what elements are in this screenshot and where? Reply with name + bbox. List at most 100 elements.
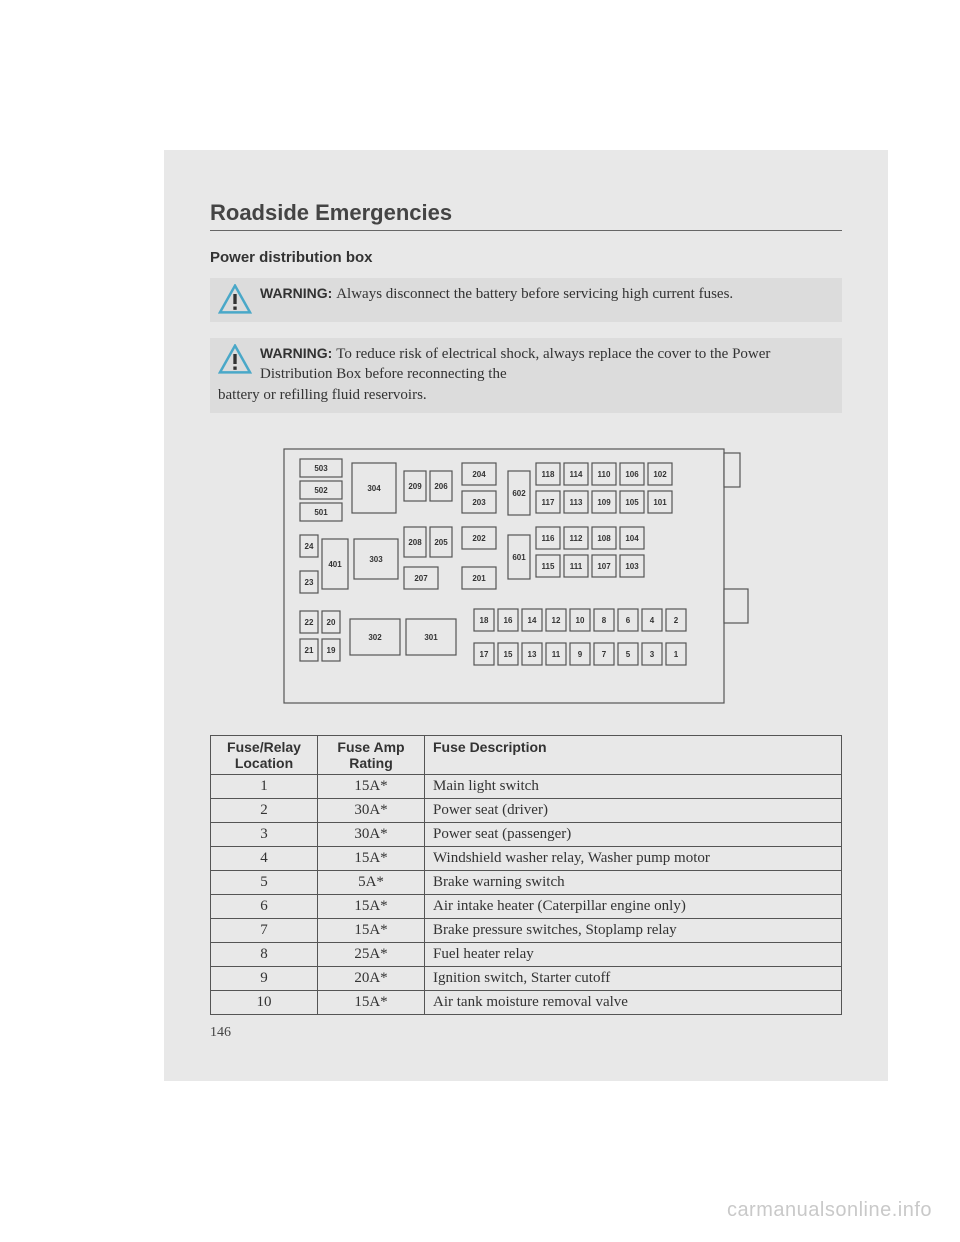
svg-text:17: 17: [480, 650, 489, 659]
svg-text:102: 102: [653, 470, 667, 479]
table-cell: Air tank moisture removal valve: [425, 990, 842, 1014]
svg-text:14: 14: [528, 616, 537, 625]
svg-text:109: 109: [597, 498, 611, 507]
svg-text:304: 304: [367, 484, 381, 493]
svg-text:113: 113: [570, 498, 583, 507]
table-cell: 30A*: [318, 798, 425, 822]
fuse-diagram: 5035025013042092062042032082052022072012…: [276, 441, 776, 711]
table-header-cell: Fuse AmpRating: [318, 735, 425, 774]
table-cell: Fuel heater relay: [425, 942, 842, 966]
table-cell: 10: [211, 990, 318, 1014]
table-row: 825A*Fuel heater relay: [211, 942, 842, 966]
table-cell: 8: [211, 942, 318, 966]
svg-text:7: 7: [602, 650, 607, 659]
warning-icon: [218, 284, 252, 314]
svg-text:209: 209: [408, 482, 422, 491]
svg-text:401: 401: [328, 560, 342, 569]
svg-text:2: 2: [674, 616, 679, 625]
svg-text:5: 5: [626, 650, 631, 659]
svg-text:117: 117: [542, 498, 555, 507]
svg-text:6: 6: [626, 616, 631, 625]
warning-text-continued: battery or refilling fluid reservoirs.: [218, 385, 834, 405]
svg-text:118: 118: [542, 470, 555, 479]
table-cell: 15A*: [318, 846, 425, 870]
svg-text:24: 24: [305, 542, 314, 551]
svg-text:105: 105: [625, 498, 639, 507]
svg-text:204: 204: [472, 470, 486, 479]
table-body: 115A*Main light switch230A*Power seat (d…: [211, 774, 842, 1014]
table-cell: 5: [211, 870, 318, 894]
table-cell: Power seat (driver): [425, 798, 842, 822]
manual-page: Roadside Emergencies Power distribution …: [164, 150, 888, 1081]
table-row: 330A*Power seat (passenger): [211, 822, 842, 846]
svg-text:3: 3: [650, 650, 655, 659]
warning-box: WARNING: Always disconnect the battery b…: [210, 278, 842, 322]
svg-text:302: 302: [368, 633, 382, 642]
table-cell: 1: [211, 774, 318, 798]
svg-text:15: 15: [504, 650, 513, 659]
table-cell: 4: [211, 846, 318, 870]
svg-text:110: 110: [598, 470, 611, 479]
svg-text:10: 10: [576, 616, 585, 625]
svg-text:18: 18: [480, 616, 489, 625]
svg-text:20: 20: [327, 618, 336, 627]
svg-text:101: 101: [653, 498, 667, 507]
table-row: 615A*Air intake heater (Caterpillar engi…: [211, 894, 842, 918]
svg-text:111: 111: [570, 562, 583, 571]
warning-icon: [218, 344, 252, 374]
fuse-table: Fuse/RelayLocationFuse AmpRatingFuse Des…: [210, 735, 842, 1015]
svg-text:23: 23: [305, 578, 314, 587]
watermark: carmanualsonline.info: [727, 1199, 932, 1222]
page-number: 146: [210, 1025, 842, 1041]
table-cell: 15A*: [318, 774, 425, 798]
table-row: 115A*Main light switch: [211, 774, 842, 798]
svg-text:303: 303: [369, 555, 383, 564]
svg-text:203: 203: [472, 498, 486, 507]
svg-text:205: 205: [434, 538, 448, 547]
warnings-container: WARNING: Always disconnect the battery b…: [210, 278, 842, 413]
svg-text:108: 108: [597, 534, 611, 543]
svg-text:9: 9: [578, 650, 583, 659]
svg-text:21: 21: [305, 646, 314, 655]
table-cell: Brake warning switch: [425, 870, 842, 894]
table-header-cell: Fuse/RelayLocation: [211, 735, 318, 774]
svg-text:107: 107: [597, 562, 611, 571]
table-cell: 20A*: [318, 966, 425, 990]
table-row: 1015A*Air tank moisture removal valve: [211, 990, 842, 1014]
svg-text:19: 19: [327, 646, 336, 655]
sub-heading: Power distribution box: [210, 249, 842, 266]
table-cell: Power seat (passenger): [425, 822, 842, 846]
table-row: 55A*Brake warning switch: [211, 870, 842, 894]
svg-text:601: 601: [512, 553, 526, 562]
svg-text:11: 11: [552, 650, 561, 659]
table-cell: Air intake heater (Caterpillar engine on…: [425, 894, 842, 918]
svg-text:112: 112: [570, 534, 583, 543]
table-cell: Brake pressure switches, Stoplamp relay: [425, 918, 842, 942]
table-row: 230A*Power seat (driver): [211, 798, 842, 822]
table-cell: 7: [211, 918, 318, 942]
table-header-row: Fuse/RelayLocationFuse AmpRatingFuse Des…: [211, 735, 842, 774]
svg-text:114: 114: [570, 470, 583, 479]
svg-text:16: 16: [504, 616, 513, 625]
svg-text:502: 502: [314, 486, 328, 495]
svg-text:602: 602: [512, 489, 526, 498]
section-heading: Roadside Emergencies: [210, 200, 842, 231]
table-cell: Main light switch: [425, 774, 842, 798]
svg-text:8: 8: [602, 616, 607, 625]
warning-box: WARNING: To reduce risk of electrical sh…: [210, 338, 842, 413]
svg-text:201: 201: [472, 574, 486, 583]
svg-text:208: 208: [408, 538, 422, 547]
warning-text: WARNING: To reduce risk of electrical sh…: [260, 344, 834, 385]
svg-text:301: 301: [424, 633, 438, 642]
svg-text:503: 503: [314, 464, 328, 473]
table-cell: 2: [211, 798, 318, 822]
warning-text: WARNING: Always disconnect the battery b…: [260, 284, 733, 304]
table-cell: 30A*: [318, 822, 425, 846]
svg-text:104: 104: [625, 534, 639, 543]
table-cell: 6: [211, 894, 318, 918]
table-header-cell: Fuse Description: [425, 735, 842, 774]
svg-text:103: 103: [625, 562, 639, 571]
table-cell: 5A*: [318, 870, 425, 894]
svg-text:22: 22: [305, 618, 314, 627]
svg-text:116: 116: [542, 534, 555, 543]
